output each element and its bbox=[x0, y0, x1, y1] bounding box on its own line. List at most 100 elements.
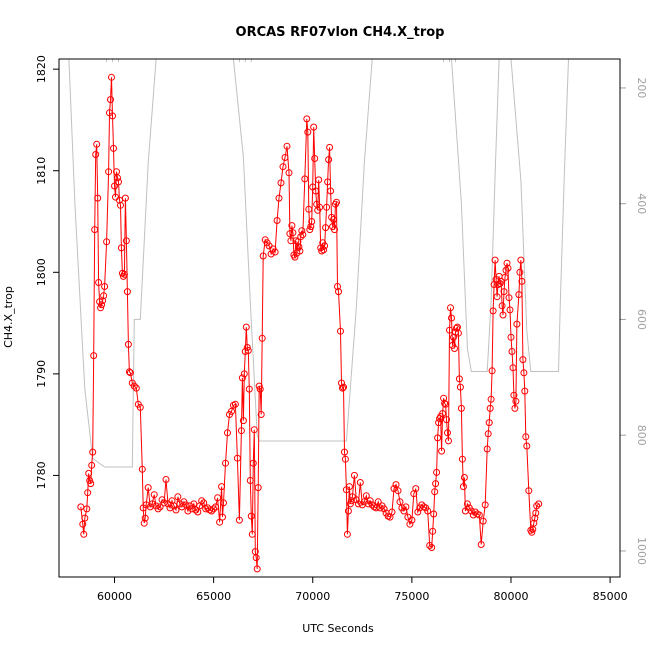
chart-title: ORCAS RF07vlon CH4.X_trop bbox=[236, 25, 445, 40]
data-point bbox=[308, 218, 316, 225]
data-point bbox=[88, 461, 96, 469]
data-point bbox=[283, 142, 291, 150]
data-point bbox=[491, 256, 499, 264]
data-point bbox=[182, 501, 190, 509]
data-point bbox=[528, 528, 536, 536]
data-point bbox=[479, 517, 487, 525]
data-point bbox=[77, 503, 85, 511]
data-point bbox=[345, 483, 353, 491]
data-point bbox=[83, 505, 91, 513]
data-point bbox=[432, 480, 440, 488]
data-point bbox=[122, 237, 130, 245]
y-axis-tick-label: 1810 bbox=[35, 157, 48, 185]
data-point bbox=[162, 476, 170, 483]
data-point bbox=[509, 364, 517, 372]
data-point bbox=[352, 496, 360, 504]
data-point bbox=[294, 238, 302, 246]
data-point bbox=[467, 507, 475, 515]
data-point bbox=[304, 128, 312, 136]
data-point bbox=[79, 520, 87, 528]
data-point bbox=[111, 182, 118, 190]
data-point bbox=[91, 226, 99, 234]
data-point bbox=[433, 468, 441, 476]
data-point bbox=[170, 502, 178, 510]
data-point bbox=[463, 500, 471, 508]
data-point bbox=[150, 491, 158, 499]
data-point bbox=[525, 487, 533, 495]
data-point bbox=[484, 430, 492, 438]
data-point bbox=[93, 140, 101, 148]
data-point bbox=[198, 497, 206, 505]
data-point bbox=[242, 323, 250, 331]
data-point bbox=[442, 400, 450, 408]
data-point bbox=[502, 266, 510, 274]
data-point bbox=[408, 516, 416, 524]
data-point bbox=[105, 168, 113, 176]
data-point bbox=[499, 311, 507, 319]
data-point bbox=[246, 477, 254, 484]
data-point bbox=[440, 394, 448, 402]
data-point bbox=[510, 391, 518, 399]
data-point bbox=[390, 485, 398, 493]
data-point bbox=[335, 288, 342, 296]
data-point bbox=[291, 253, 299, 261]
data-point bbox=[247, 512, 255, 520]
data-point bbox=[406, 520, 414, 528]
right-axis-tick-label: 800 bbox=[635, 425, 648, 446]
data-point bbox=[344, 507, 352, 515]
right-axis: 200 400 600 800 1000 bbox=[620, 77, 648, 565]
data-point bbox=[249, 459, 257, 467]
data-point bbox=[505, 294, 513, 302]
data-point bbox=[114, 174, 121, 182]
data-point bbox=[426, 542, 434, 549]
data-point bbox=[451, 345, 458, 352]
data-point bbox=[507, 333, 515, 341]
data-point bbox=[141, 514, 149, 522]
data-point bbox=[245, 385, 253, 393]
data-point bbox=[138, 465, 146, 473]
data-point bbox=[431, 488, 439, 496]
data-point bbox=[443, 416, 450, 424]
data-point bbox=[400, 507, 408, 515]
data-point bbox=[239, 417, 247, 425]
data-point bbox=[325, 156, 333, 164]
data-point bbox=[347, 497, 355, 505]
data-point bbox=[281, 154, 289, 161]
data-point bbox=[429, 527, 437, 535]
data-point bbox=[115, 178, 122, 186]
data-point bbox=[503, 259, 511, 267]
data-point bbox=[277, 179, 285, 187]
data-point bbox=[95, 279, 103, 286]
data-point bbox=[98, 301, 106, 309]
data-point bbox=[487, 395, 495, 403]
data-point bbox=[154, 505, 162, 513]
data-point bbox=[448, 314, 455, 322]
data-point bbox=[97, 304, 105, 312]
data-point bbox=[512, 397, 520, 405]
right-axis-tick-label: 200 bbox=[635, 77, 648, 98]
data-point bbox=[275, 194, 283, 202]
data-point bbox=[330, 216, 338, 223]
right-axis-tick-label: 600 bbox=[635, 309, 648, 330]
data-point bbox=[506, 306, 514, 314]
data-point bbox=[116, 196, 123, 204]
data-point bbox=[103, 238, 111, 246]
data-point bbox=[396, 498, 404, 506]
data-point bbox=[144, 484, 152, 492]
data-point bbox=[259, 252, 267, 260]
data-point bbox=[218, 483, 226, 491]
x-axis-tick-label: 75000 bbox=[394, 590, 429, 603]
data-point bbox=[434, 434, 442, 442]
data-point bbox=[299, 231, 307, 239]
x-axis-tick-label: 85000 bbox=[593, 590, 628, 603]
data-point bbox=[85, 469, 93, 477]
data-point bbox=[522, 433, 530, 441]
plot-frame bbox=[58, 58, 621, 578]
data-point bbox=[124, 340, 132, 348]
data-point bbox=[337, 327, 344, 335]
data-point bbox=[508, 348, 516, 355]
data-point bbox=[306, 226, 314, 234]
data-point bbox=[321, 242, 329, 250]
